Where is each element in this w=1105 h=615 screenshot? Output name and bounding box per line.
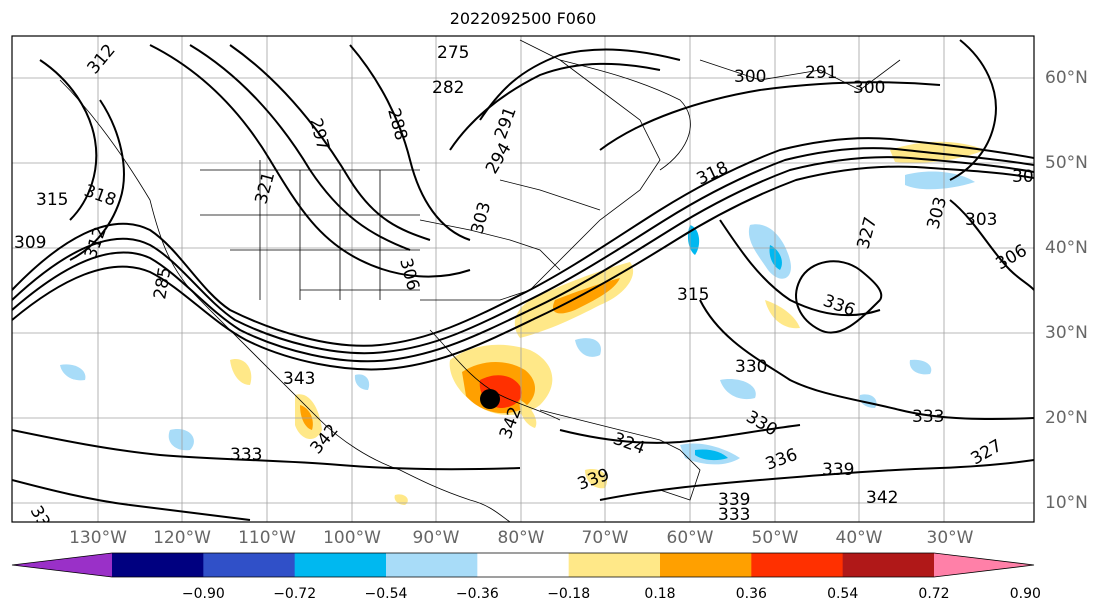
colorbar-tick-label: 0.18: [644, 586, 676, 602]
colorbar-tick-label: 0.36: [735, 586, 767, 602]
contour-label: 30: [1012, 167, 1034, 187]
colorbar-segment: [294, 553, 387, 577]
lon-label: 130°W: [69, 528, 127, 548]
map-frame: [11, 35, 1035, 523]
colorbar-segment: [660, 553, 752, 577]
colorbar-extend-low: [12, 553, 112, 577]
colorbar-tick-label: −0.54: [364, 586, 408, 602]
lon-label: 70°W: [581, 528, 629, 548]
colorbar-tick-label: 0.90: [1009, 586, 1041, 602]
lon-label: 120°W: [153, 528, 211, 548]
lon-label: 110°W: [238, 528, 296, 548]
colorbar-tick-label: −0.72: [273, 586, 317, 602]
colorbar: [11, 552, 1035, 578]
lat-label: 60°N: [1045, 68, 1088, 88]
contour-label: 291: [805, 63, 837, 83]
contour-label: 315: [677, 285, 709, 305]
colorbar-tick-label: 0.54: [827, 586, 859, 602]
colorbar-segment: [386, 553, 478, 577]
contour-label: 339: [718, 490, 750, 510]
lat-label: 40°N: [1045, 238, 1088, 258]
lon-label: 50°W: [751, 528, 799, 548]
contour-label: 333: [718, 505, 750, 525]
lat-label: 10°N: [1045, 493, 1088, 513]
colorbar-segment: [112, 553, 204, 577]
contour-lines: [12, 39, 1034, 521]
colorbar-segment: [842, 553, 935, 577]
lon-label: 80°W: [497, 528, 545, 548]
contour-label: 342: [866, 488, 898, 508]
contour-label: 303: [965, 210, 997, 230]
contour-label: 330: [735, 357, 767, 377]
colorbar-tick-label: 0.72: [918, 586, 950, 602]
contour-label: 275: [437, 43, 469, 63]
contour-label: 343: [283, 369, 315, 389]
colorbar-tick-label: −0.18: [547, 586, 591, 602]
colorbar-segment: [477, 553, 570, 577]
colorbar-segment: [568, 553, 661, 577]
lon-label: 100°W: [323, 528, 381, 548]
colorbar-outline: [11, 552, 1035, 578]
colorbar-tick-label: −0.36: [455, 586, 499, 602]
colorbar-segment: [751, 553, 844, 577]
lat-label: 20°N: [1045, 408, 1088, 428]
contour-label: 309: [14, 233, 46, 253]
lat-label: 30°N: [1045, 323, 1088, 343]
colorbar-tick-label: −0.90: [181, 586, 225, 602]
lat-label: 50°N: [1045, 153, 1088, 173]
contour-label: 333: [912, 407, 944, 427]
coastlines: [59, 39, 901, 522]
colorbar-segment: [203, 553, 296, 577]
graticule: [12, 36, 1034, 522]
lon-label: 90°W: [412, 528, 460, 548]
contour-label: 282: [432, 78, 464, 98]
contour-label: 333: [230, 445, 262, 465]
lon-label: 30°W: [926, 528, 974, 548]
lon-label: 40°W: [835, 528, 883, 548]
contour-label: 339: [822, 460, 854, 480]
colorbar-extend-high: [934, 553, 1034, 577]
lon-label: 60°W: [666, 528, 714, 548]
contour-label: 300: [853, 78, 885, 98]
contour-label: 300: [734, 67, 766, 87]
storm-center-marker: [480, 389, 500, 409]
map-title: 2022092500 F060: [449, 9, 597, 28]
contour-label: 315: [36, 190, 68, 210]
